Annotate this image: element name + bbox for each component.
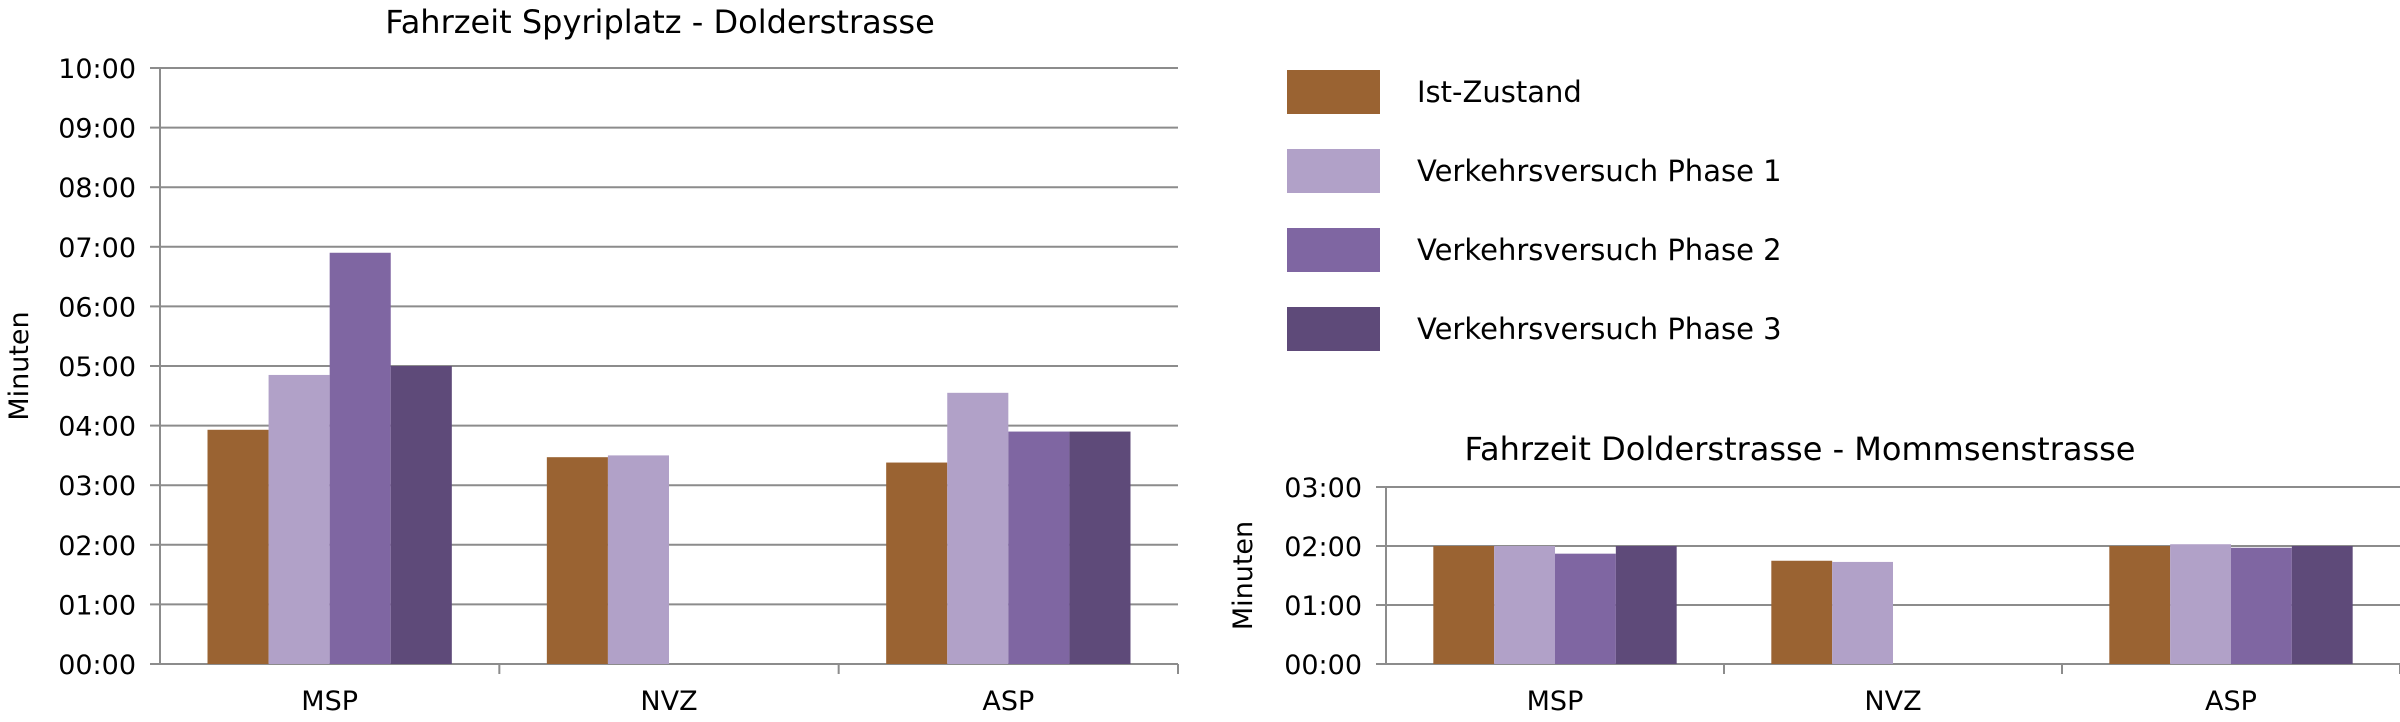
bar-msp-ist-zustand (1433, 546, 1495, 664)
bar-msp-ist-zustand (207, 429, 269, 664)
x-tick-label: MSP (1527, 686, 1584, 717)
y-tick-label: 05:00 (58, 352, 136, 383)
y-axis-label: Minuten (4, 311, 35, 420)
y-tick-label: 04:00 (58, 412, 136, 443)
y-tick-label: 08:00 (58, 173, 136, 204)
bar-nvz-phase-1 (607, 455, 669, 664)
bar-msp-phase-2 (1555, 553, 1616, 664)
y-tick-label: 06:00 (58, 292, 136, 323)
legend: Ist-Zustand Verkehrsversuch Phase 1 Verkeh… (1287, 70, 1782, 351)
bar-asp-phase-1 (2170, 544, 2231, 664)
bar-asp-ist-zustand (886, 462, 948, 664)
y-tick-label: 03:00 (58, 471, 136, 502)
x-tick-label: NVZ (640, 686, 697, 717)
y-tick-label: 09:00 (58, 114, 136, 145)
bar-asp-phase-3 (2291, 546, 2353, 664)
x-tick-label: MSP (301, 686, 358, 717)
bar-nvz-ist-zustand (546, 457, 608, 664)
legend-swatch (1287, 307, 1380, 351)
y-tick-label: 02:00 (1284, 532, 1362, 563)
legend-label: Verkehrsversuch Phase 2 (1417, 233, 1782, 267)
bar-asp-phase-2 (2231, 547, 2292, 664)
chart-2: Fahrzeit Dolderstrasse - Mommsenstrasse M… (1228, 430, 2400, 717)
y-tick-label: 00:00 (1284, 650, 1362, 681)
bar-msp-phase-3 (390, 366, 452, 664)
bar-nvz-ist-zustand (1771, 560, 1833, 664)
legend-swatch (1287, 228, 1380, 272)
bar-asp-phase-2 (1008, 431, 1070, 664)
y-tick-label: 00:00 (58, 650, 136, 681)
bar-asp-ist-zustand (2109, 546, 2171, 664)
y-tick-label: 07:00 (58, 233, 136, 264)
y-tick-label: 01:00 (58, 590, 136, 621)
y-tick-label: 10:00 (58, 54, 136, 85)
bar-msp-phase-1 (268, 374, 330, 664)
y-axis-label: Minuten (1228, 521, 1259, 630)
bar-asp-phase-3 (1069, 431, 1131, 664)
x-tick-label: NVZ (1864, 686, 1921, 717)
bar-msp-phase-2 (329, 252, 391, 664)
y-tick-label: 02:00 (58, 531, 136, 562)
legend-swatch (1287, 149, 1380, 193)
y-tick-label: 03:00 (1284, 473, 1362, 504)
bar-msp-phase-3 (1615, 546, 1677, 664)
x-tick-label: ASP (2205, 686, 2257, 717)
legend-swatch (1287, 70, 1380, 114)
bar-msp-phase-1 (1494, 546, 1555, 664)
bar-nvz-phase-1 (1832, 561, 1893, 664)
legend-label: Verkehrsversuch Phase 1 (1417, 154, 1782, 188)
chart-title: Fahrzeit Spyriplatz - Dolderstrasse (385, 3, 935, 41)
bar-asp-phase-1 (947, 392, 1009, 664)
chart-title: Fahrzeit Dolderstrasse - Mommsenstrasse (1465, 430, 2136, 468)
chart-1: Fahrzeit Spyriplatz - Dolderstrasse Minut… (4, 3, 1179, 717)
legend-label: Verkehrsversuch Phase 3 (1417, 312, 1782, 346)
x-tick-label: ASP (982, 686, 1034, 717)
legend-label: Ist-Zustand (1417, 75, 1582, 109)
y-tick-label: 01:00 (1284, 591, 1362, 622)
